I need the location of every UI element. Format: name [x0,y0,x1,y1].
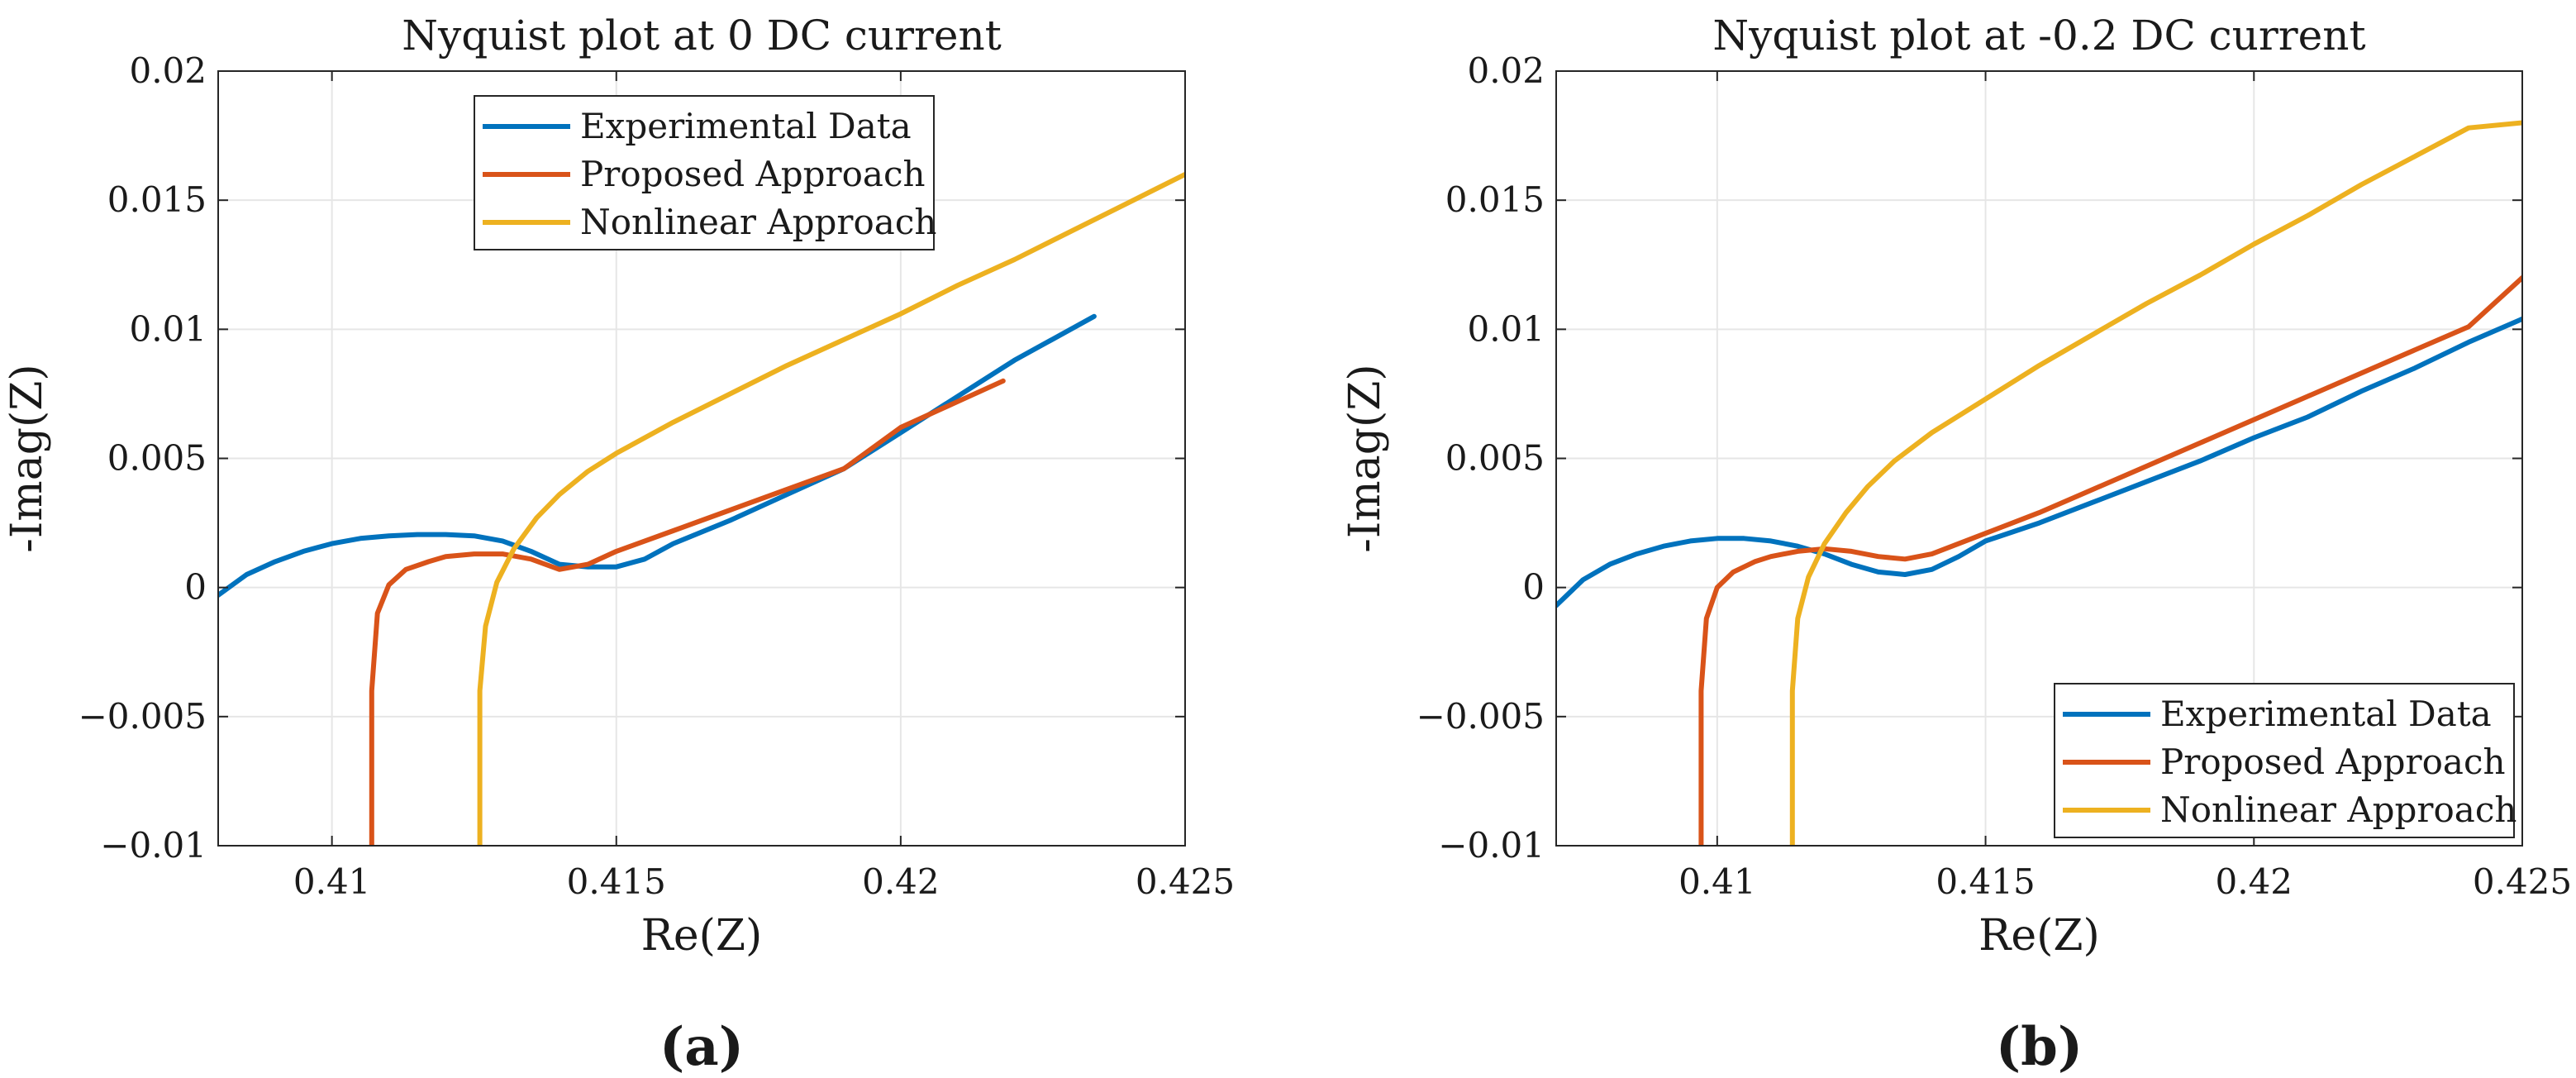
chart-a-ytick-label: 0 [184,567,207,608]
chart-b-legend: Experimental Data Proposed Approach Nonlin… [2054,683,2516,838]
chart-b-series-line-2 [1698,274,2522,846]
chart-a-legend-label-2: Proposed Approach [580,154,926,194]
chart-b-ytick-label: −0.005 [1417,696,1545,737]
chart-a-xtick-label: 0.42 [862,861,940,902]
chart-b: 0.41 0.415 0.42 0.425 −0.01 −0.005 0 0.005 0.01 0… [1340,12,2572,1078]
chart-b-ticks: 0.41 0.415 0.42 0.425 −0.01 −0.005 0 0.005 0.01 0… [1417,50,2573,902]
chart-a-caption: (a) [659,1016,744,1078]
chart-b-series-line-3 [1789,120,2522,846]
chart-a-ytick-label: 0.01 [129,308,207,349]
chart-a-ytick-label: 0.015 [107,179,207,220]
chart-b-ylabel: -Imag(Z) [1340,364,1390,552]
chart-b-caption: (b) [1996,1016,2083,1078]
chart-a-ytick-label: −0.005 [79,696,207,737]
chart-a-xtick-label: 0.41 [293,861,371,902]
chart-a-ytick-label: 0.02 [129,50,207,91]
chart-a-ylabel: -Imag(Z) [2,364,52,552]
chart-b-ytick-label: 0.02 [1467,50,1545,91]
chart-a-xlabel: Re(Z) [641,911,763,961]
chart-b-ytick-label: 0.005 [1445,438,1545,479]
chart-b-series-layer [1556,120,2522,846]
chart-b-title: Nyquist plot at -0.2 DC current [1712,12,2365,60]
chart-b-xtick-label: 0.415 [1936,861,2035,902]
chart-b-ytick-label: −0.01 [1438,825,1545,866]
chart-b-xtick-label: 0.42 [2216,861,2293,902]
chart-b-xtick-label: 0.41 [1678,861,1756,902]
chart-b-ytick-label: 0.01 [1467,308,1545,349]
chart-a-ticks: 0.41 0.415 0.42 0.425 −0.01 −0.005 0 0.005 0.01 0… [79,50,1236,902]
chart-b-legend-label-3: Nonlinear Approach [2160,789,2516,830]
chart-a-ytick-label: −0.01 [100,825,207,866]
chart-a: 0.41 0.415 0.42 0.425 −0.01 −0.005 0 0.005 0.01 0… [2,12,1235,1078]
chart-b-xlabel: Re(Z) [1978,911,2100,961]
chart-a-legend: Experimental Data Proposed Approach Nonlin… [474,95,936,250]
chart-b-xtick-label: 0.425 [2473,861,2572,902]
chart-a-ytick-label: 0.005 [107,438,207,479]
chart-b-legend-label-2: Proposed Approach [2160,742,2506,782]
chart-a-series-line-3 [477,171,1185,846]
chart-b-legend-label-1: Experimental Data [2160,694,2492,734]
chart-a-series-line-2 [369,378,1006,846]
chart-b-series-line-1 [1556,316,2522,608]
chart-a-legend-label-3: Nonlinear Approach [580,202,936,242]
chart-b-ytick-label: 0 [1522,567,1545,608]
chart-a-xtick-label: 0.415 [567,861,666,902]
chart-b-ytick-label: 0.015 [1445,179,1545,220]
chart-a-xtick-label: 0.425 [1136,861,1235,902]
chart-a-series-layer [218,171,1185,846]
chart-a-legend-label-1: Experimental Data [580,106,912,146]
chart-a-title: Nyquist plot at 0 DC current [402,12,1002,60]
